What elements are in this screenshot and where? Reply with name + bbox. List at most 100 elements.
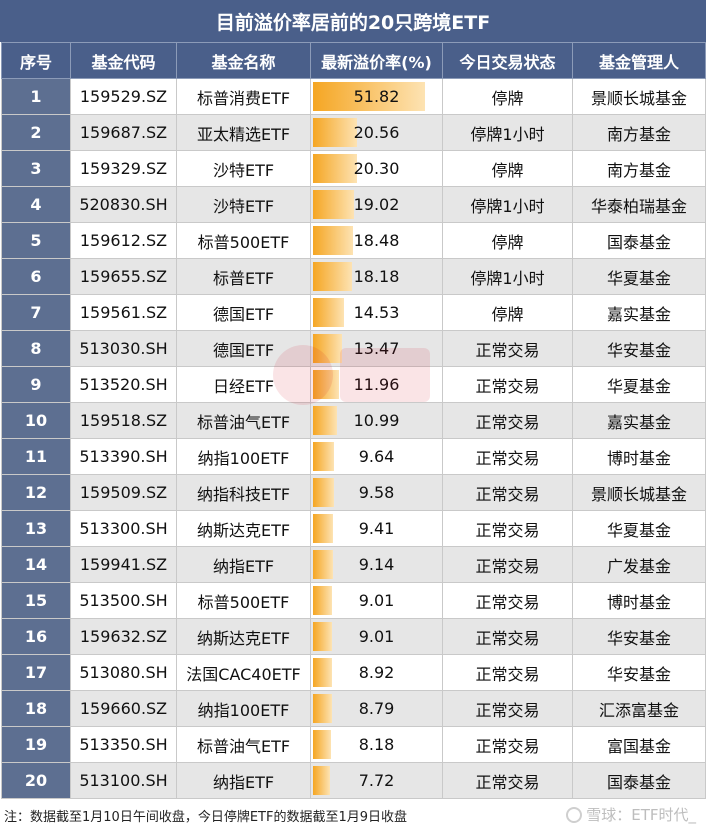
- source-brand: 雪球：ETF时代_: [566, 804, 696, 825]
- manager-cell: 博时基金: [572, 582, 706, 619]
- manager-cell: 景顺长城基金: [572, 474, 706, 511]
- manager-cell: 景顺长城基金: [572, 78, 706, 115]
- manager-cell: 嘉实基金: [572, 294, 706, 331]
- status-cell: 正常交易: [442, 690, 573, 727]
- premium-bar: [313, 478, 334, 507]
- table-row: 13 513300.SH 纳斯达克ETF 9.41 正常交易 华夏基金: [1, 510, 706, 547]
- premium-value: 11.96: [353, 375, 400, 394]
- premium-bar: [313, 154, 357, 183]
- table-row: 15 513500.SH 标普500ETF 9.01 正常交易 博时基金: [1, 582, 706, 619]
- manager-cell: 广发基金: [572, 546, 706, 583]
- source-brand-label: 雪球：ETF时代_: [586, 806, 696, 824]
- rank-cell: 17: [1, 654, 71, 691]
- etf-premium-table: 序号 基金代码 基金名称 最新溢价率(%) 今日交易状态 基金管理人 1 1595…: [1, 42, 706, 799]
- name-cell: 沙特ETF: [176, 150, 311, 187]
- rank-cell: 11: [1, 438, 71, 475]
- name-cell: 德国ETF: [176, 330, 311, 367]
- manager-cell: 华安基金: [572, 618, 706, 655]
- code-cell: 513030.SH: [70, 330, 177, 367]
- name-cell: 标普消费ETF: [176, 78, 311, 115]
- rank-cell: 2: [1, 114, 71, 151]
- footer: 注：数据截至1月10日午间收盘，今日停牌ETF的数据截至1月9日收盘 雪球：ET…: [0, 802, 706, 826]
- name-cell: 沙特ETF: [176, 186, 311, 223]
- table-row: 7 159561.SZ 德国ETF 14.53 停牌 嘉实基金: [1, 294, 706, 331]
- premium-cell: 19.02: [310, 186, 443, 223]
- status-cell: 停牌: [442, 222, 573, 259]
- rank-cell: 20: [1, 762, 71, 799]
- rank-cell: 19: [1, 726, 71, 763]
- table-header-row: 序号 基金代码 基金名称 最新溢价率(%) 今日交易状态 基金管理人: [1, 42, 706, 79]
- premium-cell: 9.01: [310, 582, 443, 619]
- premium-bar: [313, 226, 353, 255]
- code-cell: 159561.SZ: [70, 294, 177, 331]
- column-header-status: 今日交易状态: [442, 42, 573, 79]
- rank-cell: 4: [1, 186, 71, 223]
- table-row: 4 520830.SH 沙特ETF 19.02 停牌1小时 华泰柏瑞基金: [1, 186, 706, 223]
- rank-cell: 13: [1, 510, 71, 547]
- code-cell: 513080.SH: [70, 654, 177, 691]
- manager-cell: 华安基金: [572, 654, 706, 691]
- table-row: 10 159518.SZ 标普油气ETF 10.99 正常交易 嘉实基金: [1, 402, 706, 439]
- code-cell: 513520.SH: [70, 366, 177, 403]
- code-cell: 159632.SZ: [70, 618, 177, 655]
- status-cell: 停牌: [442, 78, 573, 115]
- code-cell: 159655.SZ: [70, 258, 177, 295]
- code-cell: 159509.SZ: [70, 474, 177, 511]
- manager-cell: 华泰柏瑞基金: [572, 186, 706, 223]
- premium-value: 10.99: [353, 411, 400, 430]
- premium-value: 13.47: [353, 339, 400, 358]
- column-header-rank: 序号: [1, 42, 71, 79]
- rank-cell: 15: [1, 582, 71, 619]
- rank-cell: 10: [1, 402, 71, 439]
- premium-cell: 14.53: [310, 294, 443, 331]
- premium-bar: [313, 514, 333, 543]
- status-cell: 停牌: [442, 294, 573, 331]
- column-header-manager: 基金管理人: [572, 42, 706, 79]
- premium-value: 14.53: [353, 303, 400, 322]
- status-cell: 停牌: [442, 150, 573, 187]
- name-cell: 纳斯达克ETF: [176, 618, 311, 655]
- code-cell: 159329.SZ: [70, 150, 177, 187]
- name-cell: 纳指100ETF: [176, 438, 311, 475]
- name-cell: 纳指100ETF: [176, 690, 311, 727]
- premium-cell: 18.18: [310, 258, 443, 295]
- table-row: 8 513030.SH 德国ETF 13.47 正常交易 华安基金: [1, 330, 706, 367]
- name-cell: 亚太精选ETF: [176, 114, 311, 151]
- manager-cell: 南方基金: [572, 150, 706, 187]
- table-row: 12 159509.SZ 纳指科技ETF 9.58 正常交易 景顺长城基金: [1, 474, 706, 511]
- premium-bar: [313, 586, 332, 615]
- table-row: 17 513080.SH 法国CAC40ETF 8.92 正常交易 华安基金: [1, 654, 706, 691]
- premium-value: 9.01: [358, 627, 395, 646]
- premium-bar: [313, 190, 354, 219]
- name-cell: 日经ETF: [176, 366, 311, 403]
- code-cell: 159529.SZ: [70, 78, 177, 115]
- table-row: 1 159529.SZ 标普消费ETF 51.82 停牌 景顺长城基金: [1, 78, 706, 115]
- rank-cell: 3: [1, 150, 71, 187]
- table-row: 19 513350.SH 标普油气ETF 8.18 正常交易 富国基金: [1, 726, 706, 763]
- rank-cell: 5: [1, 222, 71, 259]
- manager-cell: 南方基金: [572, 114, 706, 151]
- code-cell: 159687.SZ: [70, 114, 177, 151]
- name-cell: 纳指科技ETF: [176, 474, 311, 511]
- rank-cell: 14: [1, 546, 71, 583]
- name-cell: 法国CAC40ETF: [176, 654, 311, 691]
- code-cell: 513500.SH: [70, 582, 177, 619]
- code-cell: 520830.SH: [70, 186, 177, 223]
- premium-bar: [313, 118, 357, 147]
- premium-cell: 10.99: [310, 402, 443, 439]
- premium-bar: [313, 622, 332, 651]
- premium-cell: 13.47: [310, 330, 443, 367]
- name-cell: 标普500ETF: [176, 222, 311, 259]
- rank-cell: 6: [1, 258, 71, 295]
- name-cell: 标普500ETF: [176, 582, 311, 619]
- status-cell: 正常交易: [442, 726, 573, 763]
- name-cell: 德国ETF: [176, 294, 311, 331]
- premium-cell: 7.72: [310, 762, 443, 799]
- status-cell: 正常交易: [442, 438, 573, 475]
- premium-cell: 8.79: [310, 690, 443, 727]
- table-row: 9 513520.SH 日经ETF 11.96 正常交易 华夏基金: [1, 366, 706, 403]
- table-title: 目前溢价率居前的20只跨境ETF: [0, 0, 706, 42]
- premium-bar: [313, 658, 332, 687]
- rank-cell: 9: [1, 366, 71, 403]
- premium-value: 9.64: [358, 447, 395, 466]
